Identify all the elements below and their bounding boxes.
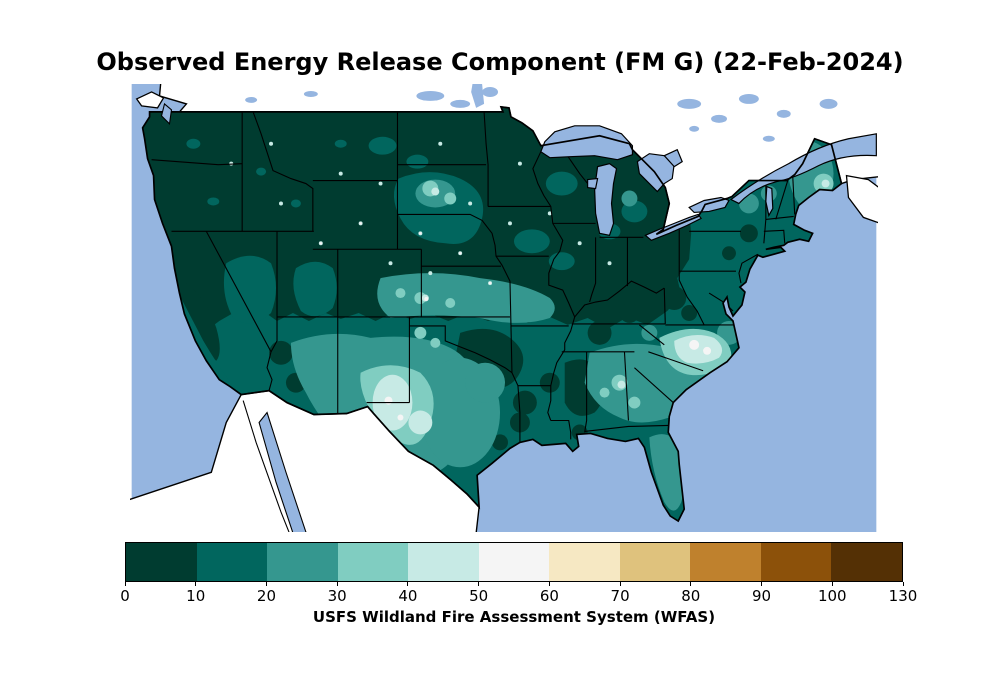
- st-lawrence-river: [729, 133, 877, 205]
- lake-champlain: [765, 185, 774, 218]
- state-boundaries: [151, 111, 796, 443]
- lake-superior: [540, 125, 634, 161]
- colorbar-segment: [831, 543, 903, 581]
- conus-outline: [141, 105, 843, 523]
- colorbar-segment: [267, 543, 338, 581]
- colorbar-tick-label: 40: [398, 587, 418, 605]
- page-title: Observed Energy Release Component (FM G)…: [96, 48, 904, 76]
- baja-coast: [242, 400, 290, 532]
- colorbar-tick-label: 90: [751, 587, 772, 605]
- vancouver-island: [135, 91, 165, 109]
- colorbar-tickmark: [548, 582, 550, 586]
- colorbar-tick-label: 10: [186, 587, 206, 605]
- colorbar: [125, 542, 903, 582]
- colorbar-segment: [478, 543, 550, 581]
- colorbar-tickmark: [902, 582, 904, 586]
- colorbar-tickmark: [478, 582, 480, 586]
- colorbar-tickmark: [619, 582, 621, 586]
- colorbar-tickmark: [336, 582, 338, 586]
- colorbar-tick-label: 20: [256, 587, 276, 605]
- colorbar-tick-label: 130: [888, 587, 918, 605]
- puget-sound: [160, 102, 173, 125]
- map-canvas: [130, 84, 878, 532]
- colorbar-tickmark: [761, 582, 763, 586]
- gulf-of-california: [258, 411, 307, 532]
- colorbar-segment: [760, 543, 832, 581]
- colorbar-tick-label: 70: [610, 587, 630, 605]
- colorbar-tick-label: 80: [681, 587, 701, 605]
- colorbar-tickmark: [690, 582, 692, 586]
- colorbar-tick-label: 60: [539, 587, 559, 605]
- colorbar-segment: [408, 543, 479, 581]
- colorbar-tickmark: [407, 582, 409, 586]
- colorbar-tickmark: [265, 582, 267, 586]
- colorbar-segment: [619, 543, 691, 581]
- green-bay: [587, 177, 599, 190]
- colorbar-segment: [549, 543, 620, 581]
- colorbar-tick-label: 30: [327, 587, 347, 605]
- us-erc-map: [130, 84, 878, 532]
- colorbar-segment: [196, 543, 268, 581]
- colorbar-tick-label: 50: [469, 587, 489, 605]
- colorbar-tick-label: 100: [817, 587, 847, 605]
- colorbar-segment: [690, 543, 761, 581]
- colorbar-ticks: 0 10 20 30 40 50 60 70 80 90 100 130: [120, 582, 917, 608]
- colorbar-segment: [337, 543, 409, 581]
- colorbar-tick-label: 0: [120, 587, 130, 605]
- colorbar-segment: [126, 543, 197, 581]
- colorbar-label: USFS Wildland Fire Assessment System (WF…: [312, 608, 716, 626]
- colorbar-tickmark: [831, 582, 833, 586]
- nova-scotia: [845, 174, 878, 224]
- lake-michigan: [593, 162, 618, 237]
- georgian-bay: [663, 148, 683, 168]
- colorbar-tickmark: [124, 582, 126, 586]
- colorbar-tickmark: [195, 582, 197, 586]
- canadian-lakes: [245, 84, 838, 142]
